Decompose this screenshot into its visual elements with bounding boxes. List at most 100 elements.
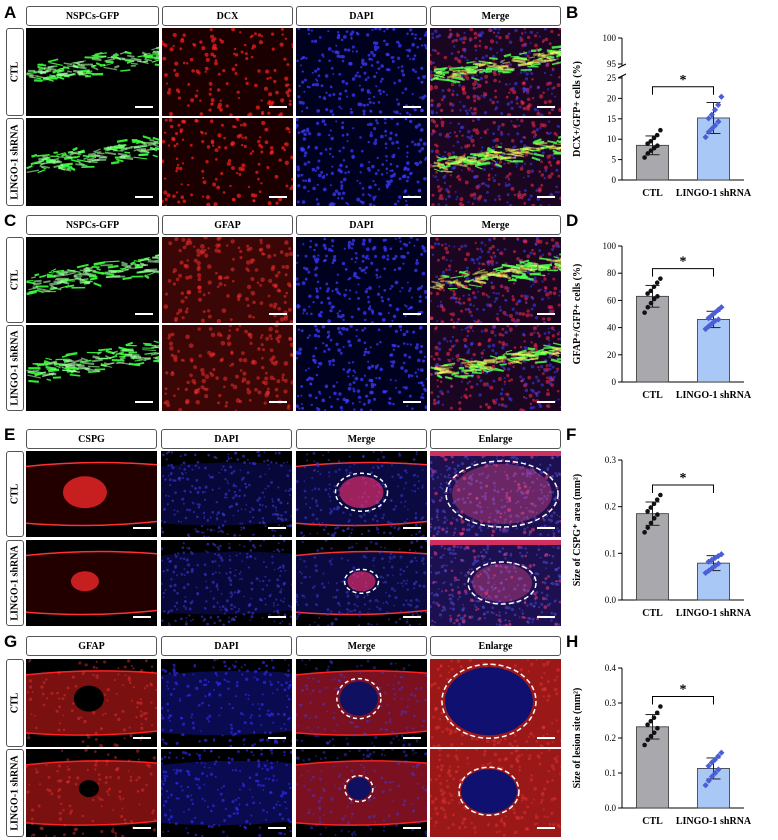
y-tick-label: 0.1 (605, 548, 616, 558)
data-point (654, 280, 660, 286)
row-label: CTL (6, 659, 24, 747)
column-label: Merge (296, 636, 427, 656)
column-label: DCX (162, 6, 293, 26)
scale-bar (269, 401, 287, 403)
y-axis-label: Size of lesion site (mm²) (572, 688, 583, 789)
panel-letter-f: F (566, 425, 577, 444)
micrograph-tile (162, 28, 293, 116)
y-tick-label: 5 (612, 155, 617, 165)
bar-ctl (636, 726, 669, 809)
data-point (651, 145, 657, 151)
panel-letter-c: C (4, 211, 17, 230)
bar-chart-gfap: 0 20 40 60 80 100 GFAP+/GFP+ cells (%) CTL LINGO… (572, 241, 752, 401)
scale-bar (403, 106, 421, 108)
data-point (715, 118, 722, 125)
data-point (651, 715, 657, 720)
scale-bar (537, 616, 555, 618)
panel-letter-d: D (566, 211, 579, 230)
data-point (645, 304, 651, 310)
y-tick-label: 0.0 (605, 803, 617, 813)
scale-bar (268, 616, 286, 618)
y-tick-label: 15 (607, 114, 617, 124)
row-label: LINGO-1 shRNA (6, 540, 24, 626)
scale-bar (133, 827, 151, 829)
scale-bar (269, 313, 287, 315)
scale-bar (403, 313, 421, 315)
panel-letter-h: H (566, 632, 579, 651)
scale-bar (537, 527, 555, 529)
data-point (658, 276, 663, 281)
column-label: Enlarge (430, 429, 561, 449)
column-label: DAPI (296, 6, 427, 26)
data-point (648, 148, 654, 153)
bar-chart-lesion: 0.0 0.1 0.2 0.3 0.4 Size of lesion site (mm²)… (572, 663, 752, 827)
micrograph-tile (430, 659, 561, 747)
micrograph-tile (430, 451, 561, 537)
row-label: CTL (6, 28, 24, 116)
data-point (648, 733, 654, 739)
data-point (645, 525, 651, 530)
micrograph-tile (26, 451, 157, 537)
y-tick-label: 0.4 (605, 663, 617, 673)
column-label: NSPCs-GFP (26, 215, 159, 235)
y-tick-label: 0.3 (605, 455, 617, 465)
scale-bar (268, 527, 286, 529)
data-point (645, 509, 650, 514)
axis-break-mark (617, 73, 627, 79)
x-tick-label: CTL (642, 188, 663, 199)
micrograph-tile (161, 659, 292, 747)
micrograph-tile (430, 749, 561, 837)
micrograph-tile (430, 118, 561, 206)
row-label: CTL (6, 237, 24, 323)
scale-bar (537, 106, 555, 108)
y-tick-label: 0.1 (605, 768, 616, 778)
panel-letter-b: B (566, 3, 579, 22)
bar-shrna (697, 319, 730, 383)
data-point (648, 138, 654, 144)
scale-bar (133, 527, 151, 529)
scale-bar (537, 401, 555, 403)
micrograph-tile (296, 540, 427, 626)
scale-bar (135, 401, 153, 403)
column-label: Merge (430, 6, 561, 26)
scale-bar (537, 827, 555, 829)
scale-bar (268, 737, 286, 739)
column-label: GFAP (26, 636, 157, 656)
significance-bracket (652, 696, 714, 705)
data-point (648, 505, 654, 510)
data-point (654, 497, 660, 502)
data-point (715, 316, 722, 323)
y-tick-label: 0.0 (605, 595, 617, 605)
column-label: DAPI (161, 636, 292, 656)
micrograph-tile (296, 28, 427, 116)
row-label: LINGO-1 shRNA (6, 118, 24, 206)
data-point (658, 127, 663, 133)
data-point (655, 512, 660, 517)
data-point (645, 737, 651, 743)
micrograph-tile (26, 659, 157, 747)
micrograph-tile (26, 325, 159, 411)
micrograph-tile (430, 237, 561, 323)
axis-break-mark (617, 63, 627, 69)
scale-bar (537, 737, 555, 739)
y-tick-label: 40 (607, 323, 617, 333)
micrograph-tile (26, 540, 157, 626)
scale-bar (135, 313, 153, 315)
y-tick-label: 0.2 (605, 502, 616, 512)
column-label: GFAP (162, 215, 293, 235)
scale-bar (403, 196, 421, 198)
micrograph-tile (26, 237, 159, 323)
data-point (645, 141, 650, 146)
micrograph-tile (161, 540, 292, 626)
micrograph-tile (296, 325, 427, 411)
micrograph-tile (161, 749, 292, 837)
micrograph-tile (430, 28, 561, 116)
scale-bar (268, 827, 286, 829)
micrograph-tile (296, 749, 427, 837)
y-tick-label: 25 (607, 73, 617, 83)
micrograph-tile (296, 237, 427, 323)
scale-bar (269, 106, 287, 108)
y-tick-label: 60 (607, 295, 617, 305)
data-point (645, 151, 651, 156)
data-point (718, 93, 725, 100)
